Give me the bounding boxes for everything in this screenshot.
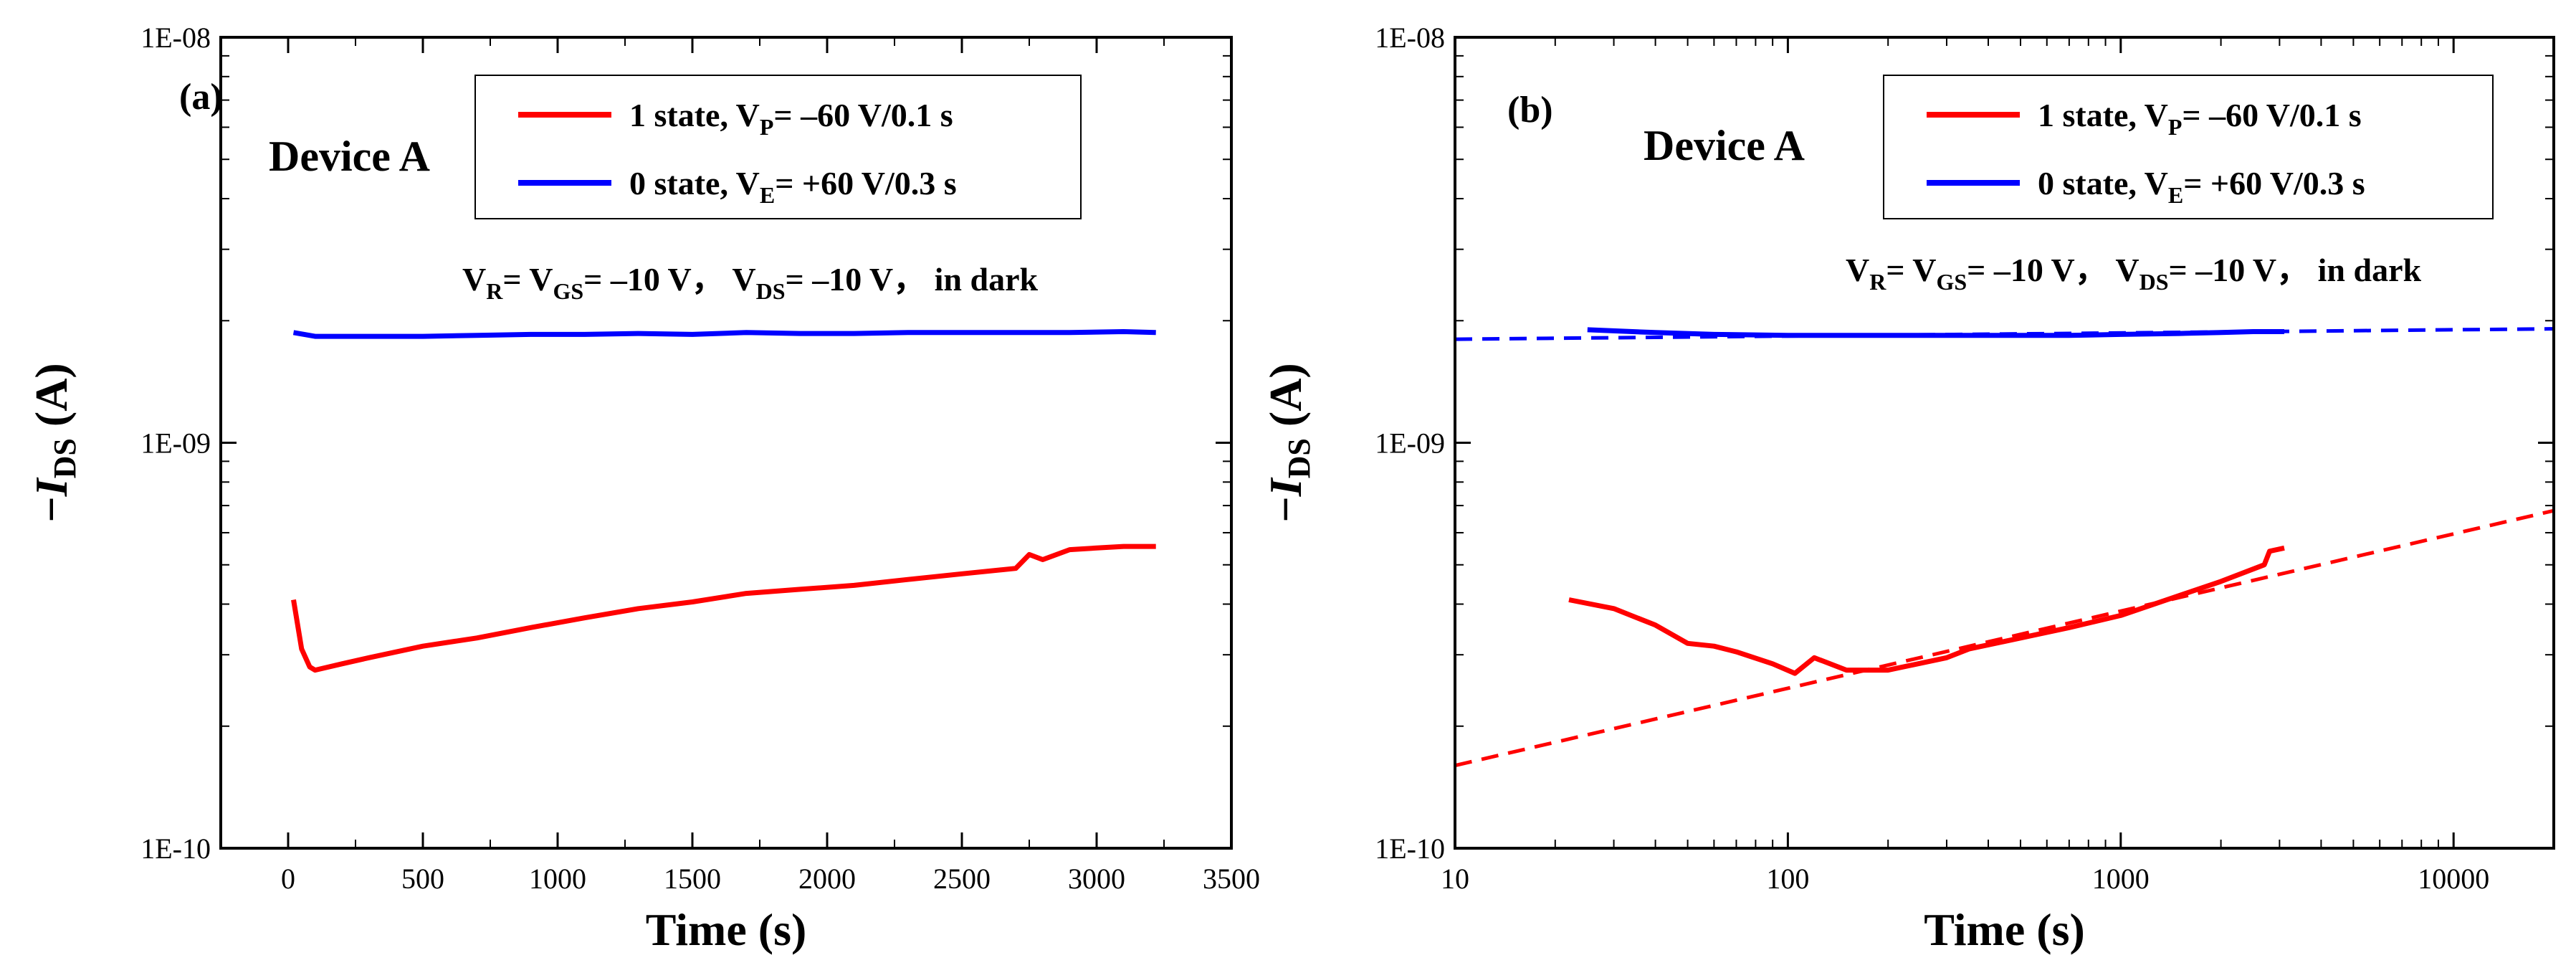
legend-subscript: P (2168, 114, 2183, 140)
legend-rest: = –60 V/0.1 s (2182, 97, 2361, 133)
series-line-1-state (1568, 545, 2285, 676)
y-tick-label: 1E-08 (140, 22, 211, 54)
legend-subscript: E (2168, 182, 2183, 208)
legend-rest: = +60 V/0.3 s (775, 165, 957, 201)
condition-part: V (462, 261, 486, 298)
panel-label: (b) (1507, 90, 1553, 130)
y-axis-title-unit: (A) (26, 363, 77, 438)
condition-part: = V (502, 261, 553, 298)
y-axis-title-subscript: DS (47, 438, 82, 478)
y-axis-title-symbol: I (26, 477, 77, 497)
y-axis-title-prefix: − (26, 496, 77, 522)
x-tick-label: 10000 (2418, 863, 2489, 895)
x-tick-label: 1000 (2092, 863, 2150, 895)
condition-subscript: R (1869, 269, 1886, 295)
y-tick-label: 1E-09 (140, 427, 211, 460)
y-axis-title: −IDS (A) (26, 363, 82, 522)
x-tick-label: 1000 (529, 863, 586, 895)
condition-part: = –10 V， in dark (2169, 252, 2422, 288)
series-line-1-state (291, 543, 1156, 673)
y-axis-title-prefix: − (1260, 496, 1311, 522)
legend-label: 1 state, V (2038, 97, 2168, 133)
y-tick-label: 1E-10 (1375, 832, 1445, 865)
y-tick-label: 1E-09 (1375, 427, 1445, 460)
condition-part: = –10 V， V (1967, 252, 2139, 288)
legend-label: 0 state, V (2038, 165, 2168, 201)
condition-part: = V (1886, 252, 1936, 288)
legend-rest: = –60 V/0.1 s (773, 97, 953, 133)
condition-subscript: GS (553, 278, 583, 304)
condition-text: VR= VGS= –10 V， VDS= –10 V， in dark (462, 261, 1039, 304)
legend-rest: = +60 V/0.3 s (2183, 165, 2365, 201)
y-axis-title-symbol: I (1260, 477, 1311, 497)
series-line-1-state-fit (1455, 508, 2554, 768)
legend-label: 0 state, V (629, 165, 760, 201)
condition-subscript: DS (756, 278, 786, 304)
legend-entry: 1 state, VP= –60 V/0.1 s (2038, 97, 2362, 140)
y-axis-title-unit: (A) (1260, 363, 1311, 438)
legend-box (1883, 75, 2494, 219)
legend-label: 1 state, V (629, 97, 760, 133)
y-axis-title-subscript: DS (1282, 438, 1317, 478)
condition-subscript: DS (2139, 269, 2169, 295)
legend-entry: 1 state, VP= –60 V/0.1 s (629, 97, 953, 140)
panel-a: 0 500 1000 1500 2000 2500 3000 3500 1E-10 1E-09 1E… (26, 22, 1260, 955)
panel-label: (a) (179, 77, 223, 118)
x-tick-label: 10 (1441, 863, 1469, 895)
x-axis-title: Time (s) (646, 904, 807, 955)
condition-part: = –10 V， in dark (786, 261, 1039, 298)
x-tick-label: 0 (281, 863, 295, 895)
y-tick-label: 1E-10 (140, 832, 211, 865)
condition-subscript: R (486, 278, 503, 304)
x-tick-label: 1500 (664, 863, 721, 895)
x-axis-title: Time (s) (1924, 904, 2085, 955)
y-tick-label: 1E-08 (1375, 22, 1445, 54)
legend-box (474, 75, 1082, 219)
y-axis-title: −IDS (A) (1260, 363, 1317, 522)
condition-text: VR= VGS= –10 V， VDS= –10 V， in dark (1846, 252, 2422, 295)
x-tick-label: 2500 (933, 863, 991, 895)
device-label: Device A (1644, 122, 1805, 169)
condition-part: = –10 V， V (583, 261, 756, 298)
x-tick-label: 2000 (798, 863, 856, 895)
x-tick-label: 500 (401, 863, 444, 895)
x-tick-label: 3500 (1203, 863, 1260, 895)
legend-subscript: P (760, 114, 774, 140)
x-tick-label: 3000 (1068, 863, 1125, 895)
x-tick-label: 100 (1766, 863, 1809, 895)
legend-entry: 0 state, VE= +60 V/0.3 s (2038, 165, 2365, 208)
series-line-0-state (292, 329, 1156, 339)
device-label: Device A (269, 133, 430, 180)
condition-subscript: GS (1936, 269, 1967, 295)
legend-subscript: E (760, 182, 775, 208)
series-line-0-state-fit (1455, 327, 2554, 341)
condition-part: V (1846, 252, 1869, 288)
legend-entry: 0 state, VE= +60 V/0.3 s (629, 165, 957, 208)
